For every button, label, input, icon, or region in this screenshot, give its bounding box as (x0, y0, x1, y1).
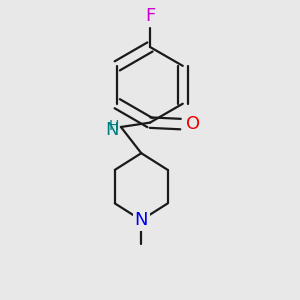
Text: O: O (186, 115, 200, 133)
Text: H: H (108, 119, 118, 133)
Text: N: N (105, 121, 119, 139)
Text: F: F (145, 7, 155, 25)
Text: N: N (134, 211, 148, 229)
